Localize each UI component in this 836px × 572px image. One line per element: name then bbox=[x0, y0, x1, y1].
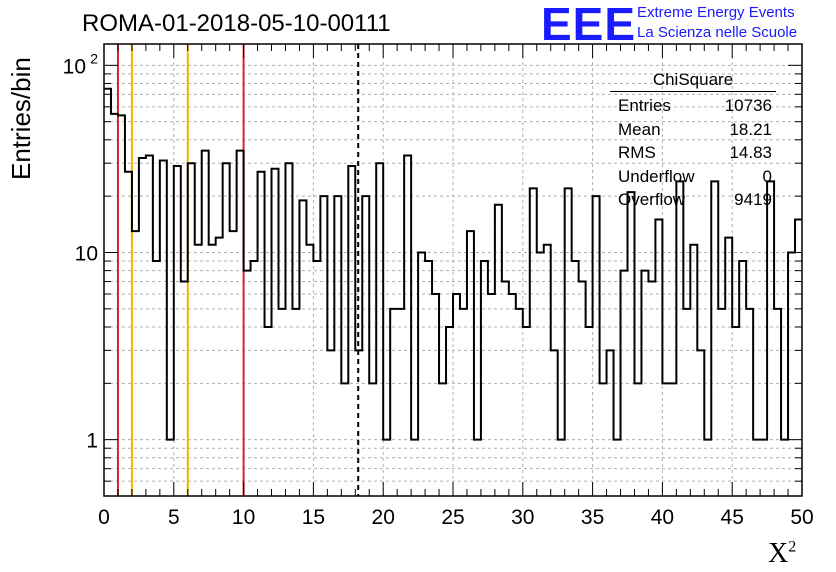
x-tick-label: 45 bbox=[721, 506, 744, 529]
x-axis-ticks: 0 5 10 15 20 25 30 35 40 45 50 bbox=[98, 44, 814, 529]
x-tick-label: 40 bbox=[651, 506, 674, 529]
stats-value: 10736 bbox=[724, 96, 772, 115]
stats-title: ChiSquare bbox=[610, 70, 776, 92]
x-tick-label: 50 bbox=[790, 506, 813, 529]
stats-label: Mean bbox=[618, 119, 661, 139]
histogram-series bbox=[104, 87, 802, 441]
x-tick-label: 20 bbox=[372, 506, 395, 529]
stats-value: 14.83 bbox=[729, 143, 772, 162]
stats-row-entries: Entries 10736 bbox=[610, 94, 776, 118]
x-tick-label: 35 bbox=[581, 506, 604, 529]
logo-subtitle-2: La Scienza nelle Scuole bbox=[637, 24, 798, 41]
stats-value: 18.21 bbox=[729, 119, 772, 139]
stats-value: 9419 bbox=[734, 190, 772, 209]
stats-row-mean: Mean 18.21 bbox=[610, 118, 776, 142]
x-tick-label: 25 bbox=[441, 506, 464, 529]
x-tick-label: 0 bbox=[98, 506, 110, 529]
x-axis-label: X2 bbox=[768, 538, 796, 570]
stats-box: ChiSquare Entries 10736 Mean 18.21 RMS 14.8… bbox=[610, 70, 776, 212]
grid bbox=[104, 44, 802, 497]
stats-value: 0 bbox=[762, 166, 772, 186]
x-tick-label: 5 bbox=[168, 506, 180, 529]
reference-lines bbox=[116, 44, 360, 496]
y-tick-label: 1 bbox=[86, 430, 98, 453]
y-tick-label: 10 bbox=[63, 55, 86, 78]
y-tick-label: 10 bbox=[75, 242, 98, 265]
chart-title: ROMA-01-2018-05-10-00111 bbox=[82, 10, 391, 37]
x-tick-label: 15 bbox=[302, 506, 325, 529]
stats-row-underflow: Underflow 0 bbox=[610, 165, 776, 189]
y-tick-label-exponent: 2 bbox=[90, 50, 98, 66]
y-axis-label: Entries/bin bbox=[6, 57, 36, 180]
stats-row-rms: RMS 14.83 bbox=[610, 141, 776, 165]
stats-label: Underflow bbox=[618, 166, 695, 186]
stats-label: Overflow bbox=[618, 190, 686, 209]
x-axis-label-superscript: 2 bbox=[788, 538, 797, 556]
stats-row-overflow: Overflow 9419 bbox=[610, 188, 776, 212]
x-tick-label: 30 bbox=[511, 506, 534, 529]
x-axis-label-text: X bbox=[768, 538, 789, 569]
stats-label: Entries bbox=[618, 96, 671, 115]
eee-logo: EEE bbox=[541, 0, 637, 50]
stats-label: RMS bbox=[618, 143, 656, 162]
x-tick-label: 10 bbox=[232, 506, 255, 529]
logo-subtitle-1: Extreme Energy Events bbox=[637, 4, 795, 21]
